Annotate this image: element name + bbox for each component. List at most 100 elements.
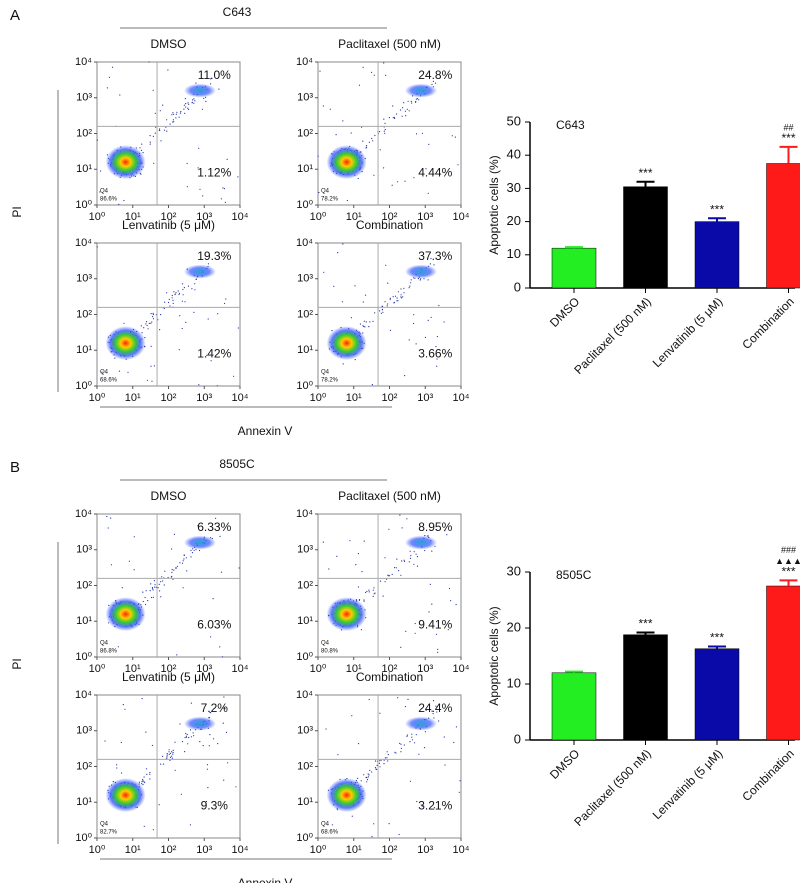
flow-event — [224, 708, 226, 710]
flow-event — [431, 83, 433, 86]
flow-event — [160, 763, 162, 765]
quadrant-percent: 8.95% — [418, 520, 452, 534]
flow-event — [238, 567, 240, 569]
flow-event — [433, 717, 435, 719]
flow-event — [413, 563, 415, 565]
flow-plot-title: DMSO — [151, 489, 187, 503]
flow-event — [374, 592, 376, 594]
flow-event — [428, 611, 430, 613]
flow-event — [319, 70, 321, 72]
flow-event — [342, 363, 344, 365]
flow-event — [189, 729, 192, 731]
flow-event — [425, 168, 427, 170]
flow-event — [384, 581, 386, 583]
flow-event — [437, 651, 439, 654]
y-tick-label: 10² — [297, 308, 313, 320]
density-upper — [404, 535, 437, 550]
bar — [551, 672, 597, 741]
flow-event — [172, 753, 174, 755]
panel-label: B — [10, 459, 20, 476]
flow-event — [193, 735, 195, 737]
flow-event — [118, 370, 121, 372]
flow-event — [401, 560, 403, 562]
flow-event — [154, 112, 156, 114]
flow-event — [435, 633, 438, 635]
flow-event — [361, 571, 363, 573]
flow-event — [350, 317, 353, 319]
flow-event — [123, 322, 125, 324]
flow-event — [404, 706, 406, 708]
flow-event — [177, 290, 179, 292]
flow-event — [428, 143, 430, 145]
x-tick-label: 10⁰ — [310, 844, 327, 856]
y-tick-label: 10¹ — [297, 615, 313, 627]
flow-event — [209, 711, 211, 713]
flow-event — [379, 766, 381, 768]
flow-event — [400, 743, 402, 745]
x-tick-label: 10⁰ — [310, 392, 327, 404]
flow-event — [357, 777, 359, 780]
flow-event — [172, 121, 174, 123]
flow-event — [104, 740, 106, 742]
flow-events — [104, 696, 237, 831]
flow-event — [120, 741, 122, 744]
flow-event — [373, 174, 375, 176]
flow-event — [149, 143, 151, 145]
flow-event — [183, 554, 185, 557]
flow-event — [169, 752, 172, 755]
gate-percent: 78.2% — [321, 378, 339, 384]
flow-event — [212, 738, 215, 740]
flow-event — [372, 140, 374, 142]
flow-event — [394, 751, 396, 753]
flow-plot-title: Lenvatinib (5 μM) — [122, 218, 215, 232]
y-tick-label: 10¹ — [297, 163, 313, 175]
flow-event — [159, 590, 161, 592]
flow-event — [210, 78, 212, 80]
flow-event — [374, 312, 376, 314]
flow-event — [172, 112, 174, 114]
y-tick-label: 10⁴ — [75, 689, 92, 701]
flow-event — [369, 321, 371, 323]
flow-event — [443, 736, 445, 738]
y-tick-label: 10¹ — [297, 344, 313, 356]
flow-event — [178, 293, 180, 296]
flow-event — [149, 590, 151, 592]
y-tick-label: 10¹ — [76, 615, 92, 627]
flow-event — [116, 767, 118, 769]
flow-event — [418, 99, 420, 101]
flow-event — [162, 763, 165, 765]
flow-event — [181, 741, 184, 743]
flow-event — [166, 757, 168, 759]
flow-event — [358, 84, 361, 86]
flow-event — [403, 560, 406, 563]
flow-event — [179, 562, 181, 564]
flow-event — [188, 736, 190, 739]
flow-event — [188, 108, 190, 110]
flow-event — [358, 599, 361, 601]
flow-event — [413, 322, 415, 325]
flow-event — [388, 117, 390, 119]
flow-event — [168, 298, 170, 300]
flow-event — [430, 316, 432, 318]
x-tick-label: 10² — [161, 663, 177, 675]
flow-event — [363, 320, 365, 322]
flow-event — [411, 739, 413, 741]
flow-event — [410, 100, 412, 102]
flow-event — [218, 88, 220, 90]
flow-event — [450, 600, 452, 602]
flow-event — [411, 102, 413, 104]
flow-event — [223, 188, 225, 190]
bar — [623, 634, 668, 741]
flow-event — [219, 646, 221, 648]
flow-event — [149, 773, 151, 775]
flow-event — [415, 101, 417, 103]
flow-event — [383, 759, 385, 761]
y-tick-label: 10³ — [76, 725, 92, 737]
flow-event — [150, 322, 152, 324]
y-tick-label: 10² — [76, 760, 92, 772]
flow-event — [169, 123, 171, 125]
flow-event — [106, 515, 108, 518]
flow-event — [414, 632, 416, 634]
flow-event — [398, 570, 400, 572]
flow-event — [168, 749, 170, 751]
